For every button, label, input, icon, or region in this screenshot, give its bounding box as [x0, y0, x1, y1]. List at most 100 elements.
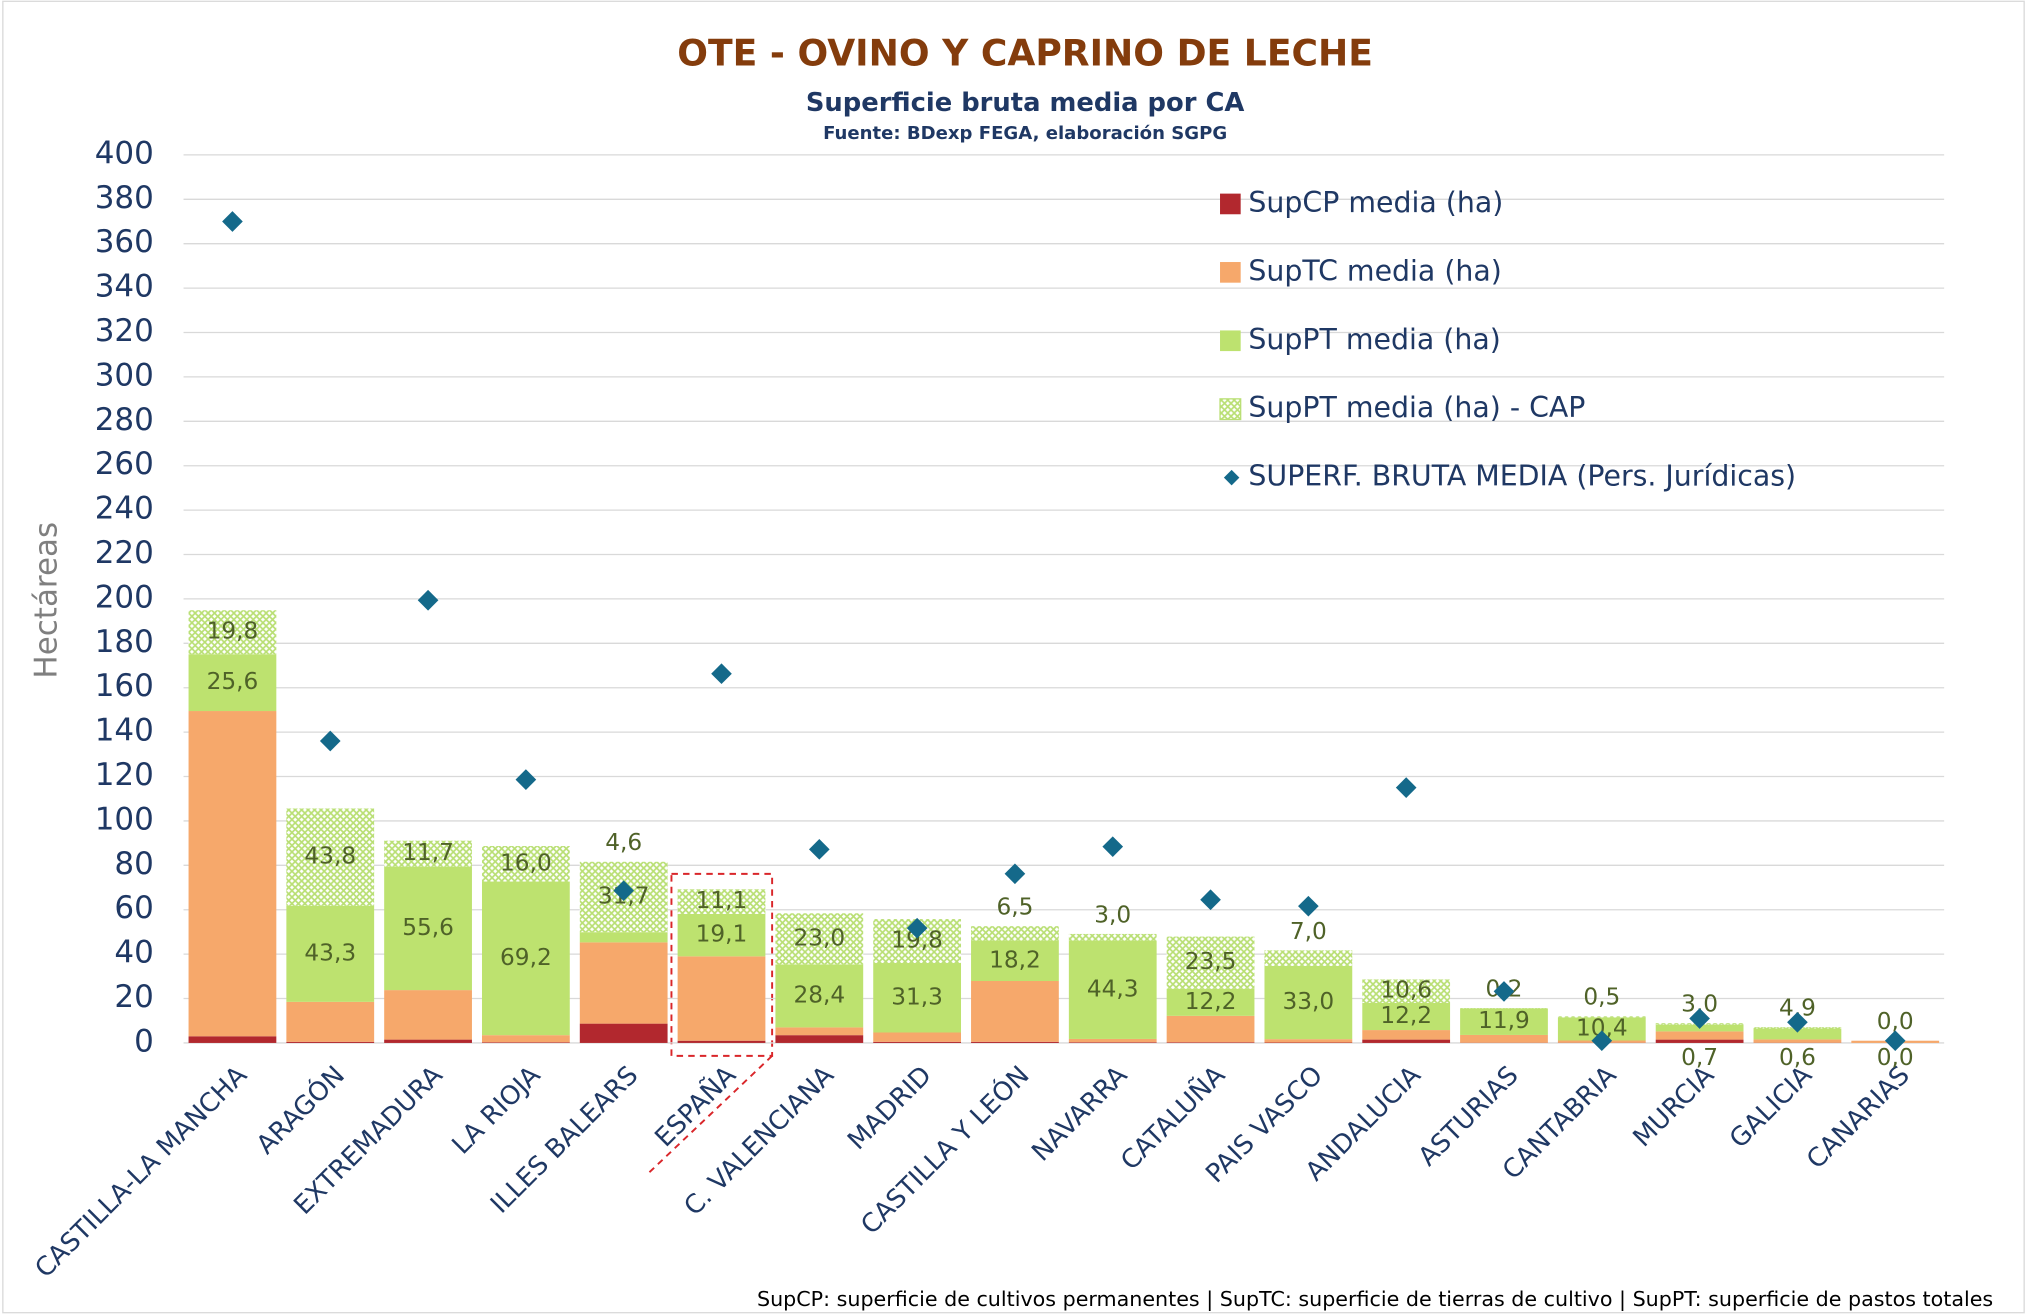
- y-tick-label: 0: [134, 1023, 154, 1059]
- bar-segment: [1264, 965, 1353, 1040]
- footnote: SupCP: superficie de cultivos permanente…: [757, 1287, 1993, 1312]
- data-label: 44,3: [1087, 975, 1139, 1002]
- diamond-marker: [515, 769, 537, 790]
- data-label: 69,2: [500, 944, 552, 971]
- bar-segment: [1068, 1042, 1157, 1043]
- bar-segment: [286, 808, 375, 906]
- diamond-marker: [1395, 777, 1417, 798]
- bar-segment: [1068, 933, 1157, 941]
- bar-segment: [1753, 1028, 1842, 1040]
- y-tick-label: 400: [95, 135, 154, 171]
- chart-title: OTE - OVINO Y CAPRINO DE LECHE: [677, 32, 1373, 75]
- legend-swatch: [1220, 193, 1241, 215]
- bar-segment: [873, 1041, 962, 1043]
- y-tick-label: 300: [95, 357, 154, 393]
- y-tick-label: 220: [95, 535, 154, 571]
- bar-segment: [481, 881, 570, 1036]
- diamond-marker: [1689, 1008, 1710, 1029]
- y-tick-label: 20: [114, 979, 153, 1015]
- data-label: 10,6: [1380, 977, 1432, 1004]
- y-tick-label: 80: [114, 846, 153, 882]
- data-label: 11,1: [696, 887, 748, 914]
- bar-segment: [677, 956, 766, 1041]
- bar-segment: [384, 866, 472, 991]
- bar-segment: [971, 1041, 1059, 1043]
- diamond-marker: [906, 917, 928, 939]
- bar-segment: [579, 1023, 668, 1043]
- y-tick-label: 60: [114, 890, 153, 926]
- bar-segment: [384, 840, 472, 867]
- data-label: 28,4: [793, 981, 845, 1008]
- bar-segment: [1166, 936, 1255, 989]
- legend-label: SupPT media (ha): [1248, 323, 1500, 356]
- bar-segment: [1362, 1030, 1451, 1040]
- bar-segment: [1166, 988, 1255, 1016]
- bar-segment: [286, 1001, 375, 1042]
- y-tick-label: 120: [95, 757, 154, 793]
- y-tick-label: 380: [95, 180, 154, 216]
- bar-segment: [775, 913, 864, 965]
- data-label: 12,2: [1380, 1002, 1432, 1029]
- bar-segment: [481, 1042, 570, 1043]
- data-label: 6,5: [996, 894, 1033, 921]
- legend-swatch: [1220, 330, 1241, 352]
- diamond-marker: [1787, 1011, 1808, 1033]
- y-tick-label: 320: [95, 313, 154, 349]
- bar-segment: [1068, 940, 1157, 1039]
- diamond-marker: [711, 663, 732, 685]
- y-tick-label: 200: [95, 579, 154, 615]
- diamond-marker: [1298, 895, 1319, 917]
- bar-segment: [286, 905, 375, 1002]
- bar-segment: [1166, 1015, 1255, 1043]
- highlight-box: [670, 872, 774, 1057]
- y-tick-label: 240: [95, 491, 154, 527]
- data-label: 0,7: [1681, 1044, 1718, 1071]
- y-tick-label: 160: [95, 668, 154, 704]
- bar-segment: [384, 990, 472, 1040]
- legend-label: SUPERF. BRUTA MEDIA (Pers. Jurídicas): [1248, 460, 1796, 493]
- bar-segment: [1557, 1016, 1646, 1018]
- data-label: 31,3: [891, 983, 943, 1010]
- y-tick-label: 280: [95, 402, 154, 438]
- data-label: 12,2: [1185, 988, 1237, 1015]
- bar-segment: [873, 963, 962, 1033]
- diamond-marker: [1493, 981, 1515, 1002]
- bar-segment: [775, 1027, 864, 1036]
- diamond-marker: [222, 211, 243, 232]
- bar-segment: [775, 964, 864, 1028]
- bar-segment: [1068, 1038, 1157, 1043]
- bar-segment: [579, 932, 668, 943]
- data-label: 16,0: [500, 849, 552, 876]
- data-label: 4,6: [605, 829, 642, 856]
- chart-subtitle: Superficie bruta media por CA: [806, 88, 1245, 118]
- diamond-marker: [417, 589, 439, 611]
- data-label: 43,3: [304, 939, 356, 966]
- y-tick-label: 140: [95, 713, 154, 749]
- bar-segment: [188, 1036, 277, 1043]
- y-tick-label: 100: [95, 801, 154, 837]
- bar-segment: [1460, 1008, 1548, 1035]
- legend-swatch: [1220, 262, 1241, 283]
- y-tick-label: 340: [95, 269, 154, 305]
- bar-segment: [1655, 1039, 1744, 1043]
- bar-segment: [775, 1035, 864, 1043]
- legend-swatch: [1219, 398, 1242, 421]
- bar-segment: [1362, 1002, 1451, 1031]
- data-label: 23,5: [1185, 948, 1237, 975]
- data-label: 18,2: [989, 946, 1041, 973]
- y-tick-label: 360: [95, 224, 154, 260]
- bar-segment: [1460, 1034, 1548, 1043]
- bar-segment: [1655, 1031, 1744, 1040]
- y-axis-label: Hectáreas: [29, 522, 65, 679]
- bar-segment: [1362, 979, 1451, 1003]
- bar-segment: [677, 913, 766, 957]
- highlight-line: [646, 1055, 773, 1176]
- legend-label: SupPT media (ha) - CAP: [1248, 391, 1585, 424]
- bar-segment: [188, 654, 277, 712]
- data-label: 11,7: [402, 839, 454, 866]
- diamond-marker: [1884, 1030, 1906, 1052]
- data-label: 19,1: [696, 921, 748, 948]
- data-label: 55,6: [402, 914, 454, 941]
